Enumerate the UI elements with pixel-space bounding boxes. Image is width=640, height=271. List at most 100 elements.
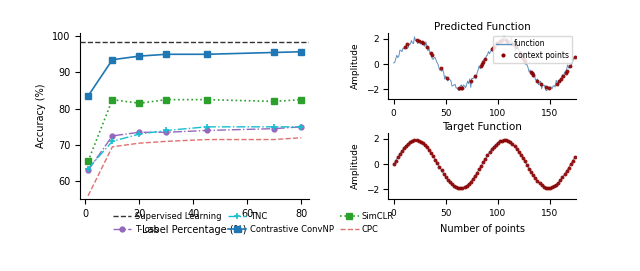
Point <box>520 59 530 63</box>
Point <box>552 82 563 86</box>
Point <box>449 184 460 188</box>
Point <box>536 183 547 187</box>
Point <box>476 64 486 68</box>
Point <box>564 64 575 68</box>
Point <box>501 38 511 43</box>
Point <box>570 155 580 159</box>
Point <box>447 182 457 186</box>
Point <box>443 178 453 182</box>
Point <box>519 57 529 62</box>
Point <box>432 161 442 165</box>
Point <box>456 86 467 90</box>
Point <box>561 69 572 73</box>
Point <box>477 62 487 66</box>
Point <box>509 144 520 148</box>
Point <box>466 179 476 184</box>
Point <box>395 152 405 156</box>
Point <box>539 185 549 189</box>
Point <box>461 183 472 188</box>
Point <box>488 144 499 149</box>
Point <box>430 157 440 162</box>
Point <box>413 138 424 143</box>
Point <box>410 138 420 143</box>
Y-axis label: Amplitude: Amplitude <box>351 143 360 189</box>
Point <box>480 157 490 161</box>
Point <box>520 159 530 164</box>
Point <box>413 38 424 43</box>
Point <box>497 38 507 43</box>
Point <box>422 45 432 49</box>
Point <box>495 39 505 43</box>
Point <box>454 86 465 90</box>
Title: Target Function: Target Function <box>442 122 522 132</box>
Point <box>561 70 571 75</box>
Point <box>488 46 498 50</box>
Point <box>488 44 499 49</box>
Point <box>566 162 576 166</box>
Point <box>570 55 580 59</box>
Point <box>516 52 526 57</box>
Y-axis label: Amplitude: Amplitude <box>351 43 360 89</box>
Point <box>526 70 536 74</box>
Point <box>527 71 538 76</box>
Point <box>412 38 422 42</box>
Point <box>553 180 563 185</box>
Point <box>486 47 497 51</box>
Point <box>453 186 463 190</box>
Point <box>470 74 480 78</box>
Point <box>435 164 445 169</box>
Point <box>466 79 476 83</box>
Point <box>428 154 438 159</box>
Point <box>493 141 503 145</box>
Point <box>558 74 568 78</box>
Point <box>474 167 484 172</box>
Point <box>399 146 409 150</box>
Point <box>393 155 403 159</box>
Point <box>564 166 574 170</box>
Point <box>547 185 557 189</box>
Point <box>532 79 543 83</box>
Point <box>401 143 412 148</box>
Title: Predicted Function: Predicted Function <box>434 22 531 32</box>
Point <box>522 163 532 167</box>
Point <box>463 182 474 186</box>
Point <box>531 176 541 180</box>
Point <box>403 141 413 146</box>
Point <box>478 160 488 164</box>
Point <box>511 45 521 49</box>
Point <box>497 138 507 143</box>
Point <box>495 139 505 144</box>
Point <box>486 147 497 151</box>
Point <box>508 142 518 146</box>
Point <box>541 85 551 90</box>
Point <box>511 147 522 151</box>
X-axis label: Label Percentage (%): Label Percentage (%) <box>142 225 247 235</box>
Point <box>568 159 578 163</box>
Point <box>468 177 478 181</box>
Point <box>472 171 482 175</box>
Point <box>518 56 528 60</box>
Point <box>536 82 546 86</box>
Point <box>503 139 513 143</box>
Point <box>526 170 536 174</box>
Point <box>516 153 526 157</box>
Point <box>451 185 461 189</box>
Point <box>442 76 452 80</box>
Point <box>551 183 561 187</box>
Point <box>424 148 434 152</box>
Point <box>556 178 566 182</box>
Point <box>418 41 428 45</box>
Point <box>491 142 501 147</box>
Point <box>532 179 543 183</box>
Point <box>405 140 415 144</box>
Point <box>501 138 511 143</box>
Point <box>460 185 470 189</box>
Point <box>534 181 545 185</box>
Point <box>438 172 449 176</box>
Point <box>492 41 502 46</box>
Point <box>561 169 572 173</box>
Point <box>455 186 465 190</box>
Point <box>476 164 486 168</box>
Point <box>513 149 524 154</box>
Point <box>402 42 412 47</box>
